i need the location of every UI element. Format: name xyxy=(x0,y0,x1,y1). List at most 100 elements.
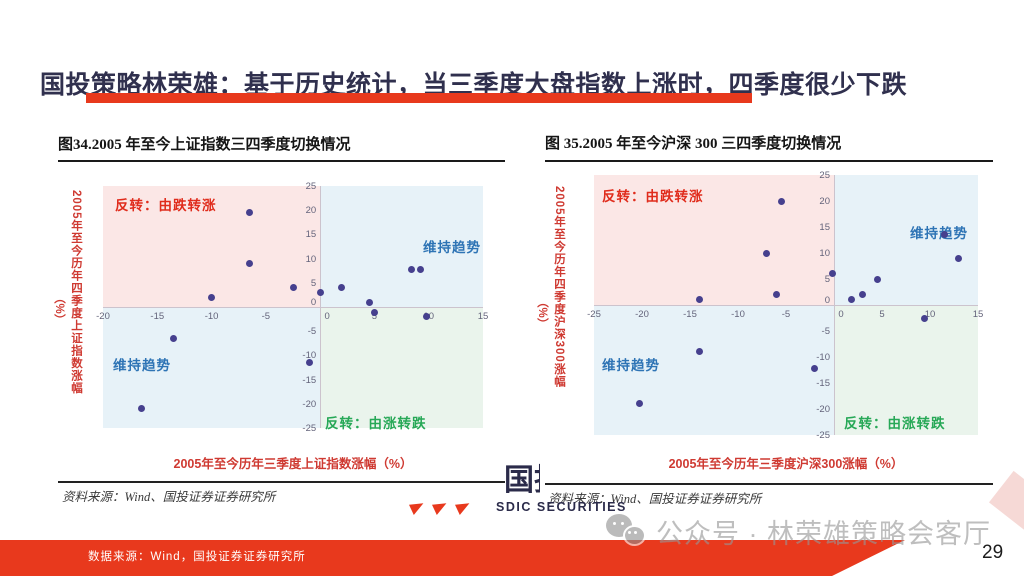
data-point xyxy=(772,291,780,299)
x-tick-label: -20 xyxy=(635,309,649,320)
y-tick-label: 15 xyxy=(819,222,830,233)
y-tick-label: -25 xyxy=(302,423,317,434)
y-tick-label: 5 xyxy=(824,274,830,285)
data-point xyxy=(365,298,373,306)
x-axis-line xyxy=(594,305,978,306)
data-point xyxy=(137,405,145,413)
data-point xyxy=(859,291,867,299)
footer-data-source: 数据来源：Wind，国投证券证券研究所 xyxy=(88,551,306,563)
y-tick-label: 10 xyxy=(819,248,830,259)
x-tick-label: -10 xyxy=(204,311,219,322)
data-point xyxy=(316,288,324,296)
y-tick-label: -15 xyxy=(302,374,317,386)
y-tick-label: -10 xyxy=(816,352,830,363)
data-point xyxy=(246,259,254,267)
y-tick-label: 0 xyxy=(310,297,317,308)
source-rule-right xyxy=(545,483,993,485)
data-point xyxy=(777,197,785,205)
data-point xyxy=(338,284,346,292)
red-triangle-icon xyxy=(406,503,424,516)
x-tick-label: 10 xyxy=(924,309,936,320)
data-point xyxy=(305,359,313,367)
x-tick-label: -5 xyxy=(261,311,271,322)
x-tick-label: 15 xyxy=(477,311,489,322)
source-rule-left xyxy=(58,481,505,483)
y-tick-label: 25 xyxy=(305,181,317,192)
data-point xyxy=(847,296,855,304)
source-note-right: 资料来源：Wind、国投证券证券研究所 xyxy=(548,492,762,506)
y-axis-line xyxy=(320,186,322,428)
data-point xyxy=(170,334,178,342)
data-point xyxy=(955,254,963,262)
data-point xyxy=(696,348,704,356)
y-axis-unit-right: （%） xyxy=(536,296,548,330)
red-triangle-icon xyxy=(452,503,470,516)
quadrant-label-top-right: 维持趋势 xyxy=(910,226,968,241)
data-point xyxy=(423,313,431,321)
quadrant-bottom-right xyxy=(320,307,483,428)
y-tick-label: -20 xyxy=(816,404,830,415)
x-tick-label: -20 xyxy=(96,311,110,322)
x-tick-label: 0 xyxy=(324,311,330,322)
data-point xyxy=(370,309,378,317)
logo-triangles-icon xyxy=(406,503,470,516)
x-tick-label: 0 xyxy=(838,309,844,320)
data-point xyxy=(873,275,881,283)
y-tick-label: -10 xyxy=(302,350,317,362)
quadrant-label-bottom-right: 反转：由涨转跌 xyxy=(325,416,427,431)
data-point xyxy=(940,231,948,239)
x-tick-label: 5 xyxy=(879,309,885,320)
quadrant-label-top-right: 维持趋势 xyxy=(423,240,481,255)
data-point xyxy=(920,314,928,322)
quadrant-bottom-left xyxy=(594,305,834,435)
y-tick-label: -20 xyxy=(302,398,317,410)
scatter-chart-csi300: -25 -20 -15 -10 -5 0 5 10 15 25 20 15 10 5 0 -5 -10 -15 -2… xyxy=(587,170,983,441)
y-tick-label: -5 xyxy=(821,326,830,337)
x-tick-label: 15 xyxy=(972,309,984,320)
data-point xyxy=(635,400,643,408)
x-tick-label: -15 xyxy=(683,309,697,320)
y-tick-label: 5 xyxy=(310,277,317,289)
quadrant-top-right xyxy=(320,186,483,307)
y-axis-label-right: 2005年至今历年四季度沪深300涨幅 xyxy=(553,186,565,388)
brand-logo-en: SDIC SECURITIES xyxy=(496,500,627,514)
quadrant-label-bottom-left: 维持趋势 xyxy=(113,358,171,373)
y-tick-label: -5 xyxy=(307,326,317,338)
data-point xyxy=(208,293,216,301)
y-tick-label: 15 xyxy=(305,229,317,241)
corner-decoration xyxy=(988,470,1024,534)
page-number: 29 xyxy=(982,542,1004,563)
scatter-chart-shanghai-index: -20-15-10-50510152520151050-5-10-15-20-2… xyxy=(96,181,488,434)
figure-title-left: 图34.2005 年至今上证指数三四季度切换情况 xyxy=(58,137,351,153)
x-tick-label: 5 xyxy=(371,311,378,322)
x-tick-label: -5 xyxy=(781,309,791,320)
data-point xyxy=(246,209,254,217)
data-point xyxy=(407,265,415,273)
figure-title-rule-right xyxy=(545,160,993,162)
source-note-left: 资料来源：Wind、国投证券证券研究所 xyxy=(62,490,276,504)
data-point xyxy=(696,296,704,304)
y-axis-line xyxy=(834,175,835,435)
footer-bar xyxy=(0,540,905,576)
y-tick-label: -25 xyxy=(816,430,830,441)
data-point xyxy=(763,249,771,257)
quadrant-label-bottom-left: 维持趋势 xyxy=(602,358,660,373)
y-axis-unit-left: （%） xyxy=(53,292,65,326)
x-tick-label: -15 xyxy=(150,311,165,322)
title-underline-bar xyxy=(86,93,752,103)
brand-logo-cn: 国投 xyxy=(504,464,540,497)
x-tick-label: -25 xyxy=(587,309,601,320)
watermark: 公众号 · 林荣雄策略会客厅 xyxy=(606,512,991,551)
y-tick-label: 10 xyxy=(305,253,317,265)
quadrant-label-bottom-right: 反转：由涨转跌 xyxy=(844,416,946,431)
data-point xyxy=(828,270,836,278)
y-tick-label: 25 xyxy=(819,170,830,181)
figure-title-rule-left xyxy=(58,160,505,162)
watermark-text: 公众号 · 林荣雄策略会客厅 xyxy=(656,519,991,549)
x-axis-label-left: 2005年至今历年三季度上证指数涨幅（%） xyxy=(173,457,413,471)
y-tick-label: -15 xyxy=(816,378,830,389)
y-tick-label: 20 xyxy=(819,196,830,207)
figure-title-right: 图 35.2005 年至今沪深 300 三四季度切换情况 xyxy=(545,136,842,152)
quadrant-bottom-right xyxy=(834,305,978,435)
y-tick-label: 0 xyxy=(824,295,830,306)
